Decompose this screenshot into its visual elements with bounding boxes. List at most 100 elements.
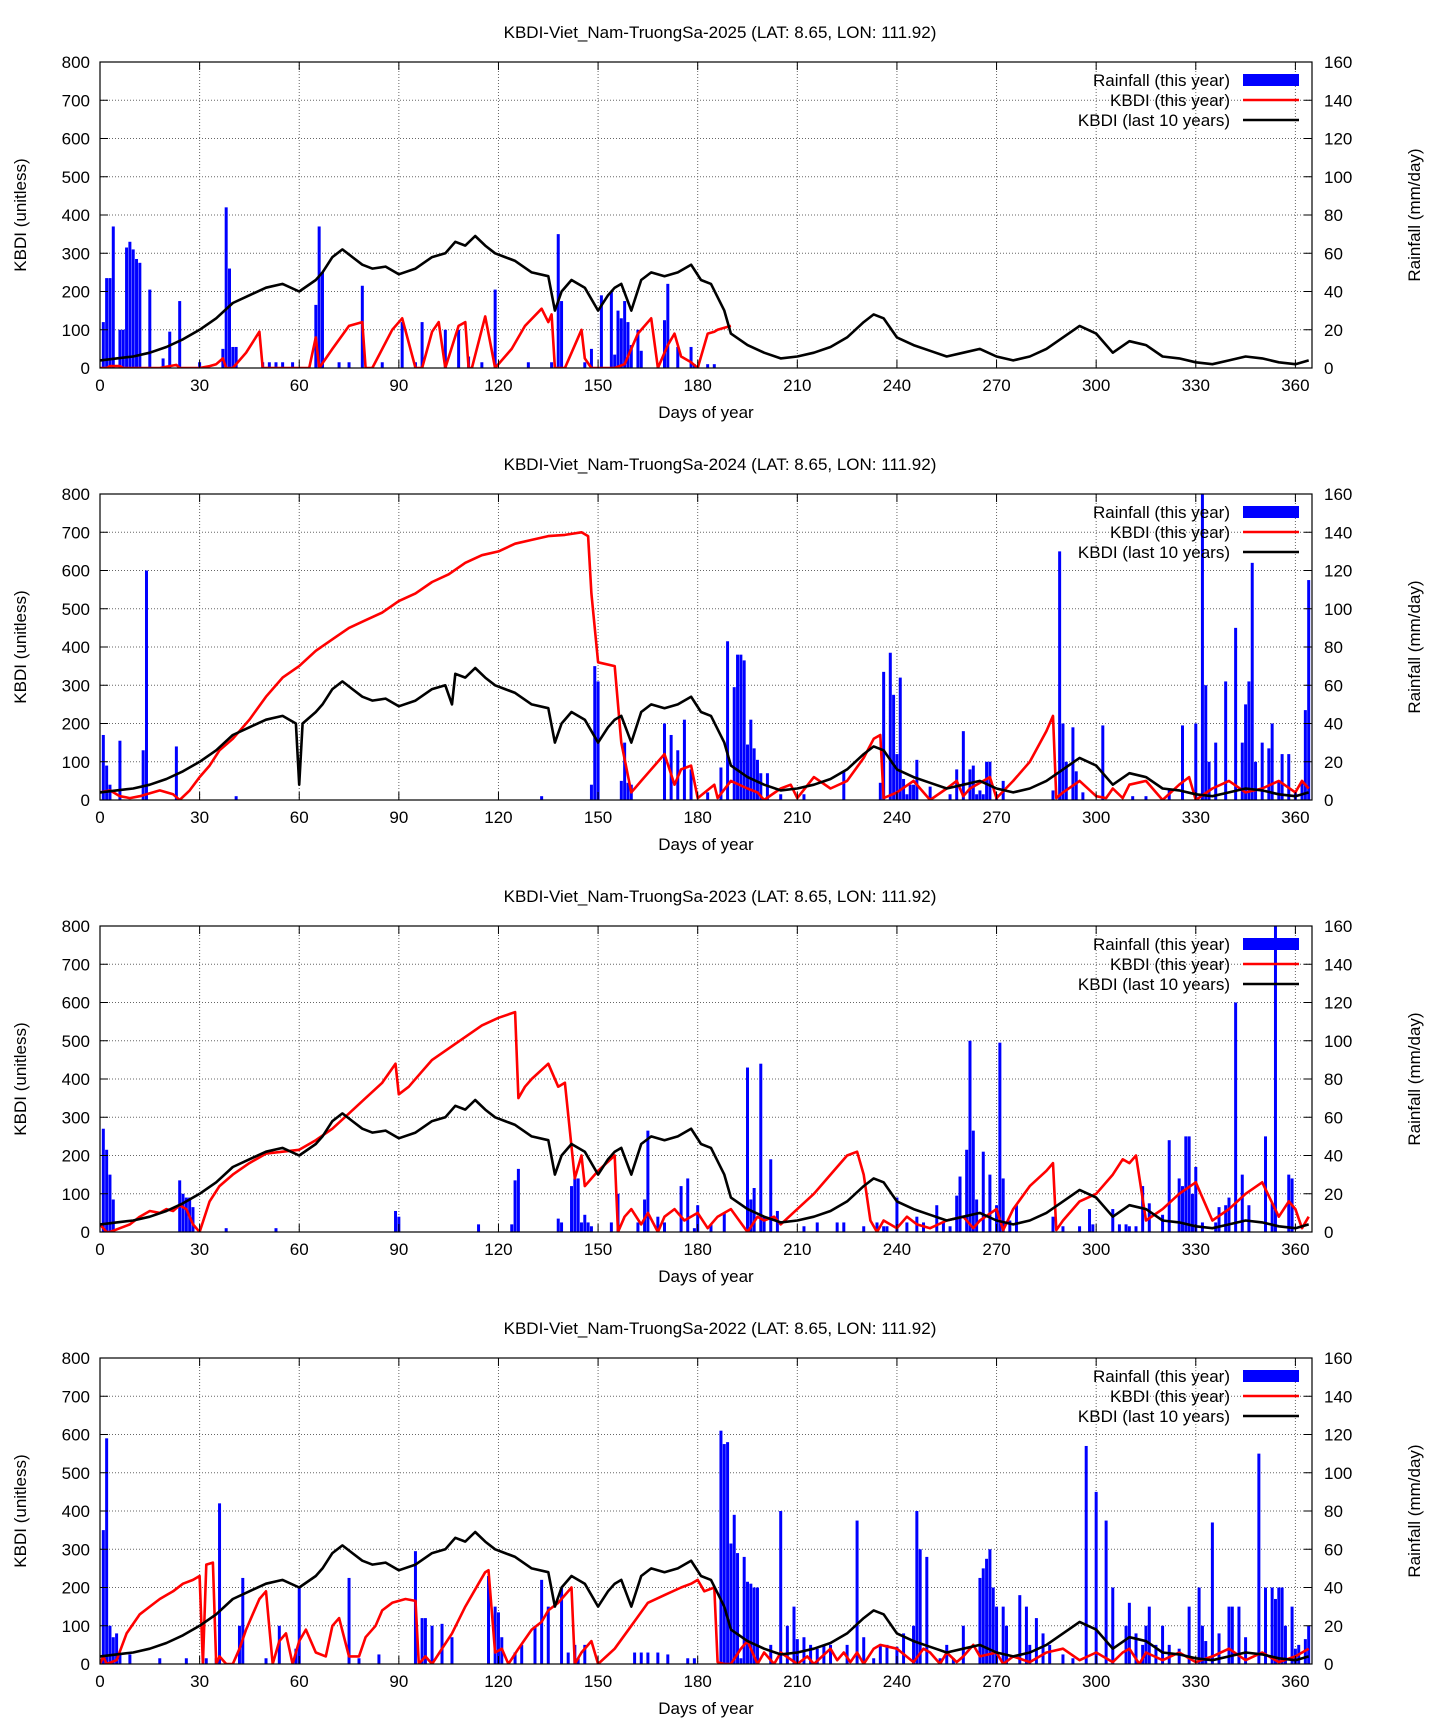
rainfall-bar bbox=[443, 329, 447, 368]
y2-tick-label: 120 bbox=[1324, 130, 1352, 149]
rainfall-bar bbox=[815, 1648, 819, 1664]
rainfall-bar bbox=[1204, 1641, 1208, 1664]
rainfall-bar bbox=[1124, 1224, 1128, 1232]
rainfall-bar bbox=[589, 784, 593, 800]
rainfall-bar bbox=[108, 278, 112, 368]
rainfall-bar bbox=[1267, 748, 1271, 800]
y2-axis-label: Rainfall (mm/day) bbox=[1405, 580, 1424, 713]
rainfall-bar bbox=[267, 362, 271, 368]
kbdi-last-10-years-line bbox=[100, 1098, 1310, 1230]
rainfall-bar bbox=[915, 1511, 919, 1664]
rainfall-bar bbox=[908, 784, 912, 800]
rainfall-bar bbox=[941, 1222, 945, 1232]
rainfall-bar bbox=[274, 362, 278, 368]
x-tick-label: 60 bbox=[290, 376, 309, 395]
rainfall-bar bbox=[1181, 725, 1184, 800]
rainfall-bar bbox=[583, 1644, 587, 1664]
chart-panel-2023: KBDI-Viet_Nam-TruongSa-2023 (LAT: 8.65, … bbox=[0, 864, 1440, 1296]
rainfall-bar bbox=[732, 687, 736, 800]
rainfall-bar bbox=[440, 1623, 444, 1664]
legend-swatch-rainfall bbox=[1243, 1370, 1299, 1382]
rainfall-bar bbox=[105, 1438, 109, 1664]
rainfall-bar bbox=[639, 1652, 643, 1664]
rainfall-bar bbox=[1244, 1637, 1248, 1664]
rainfall-bars bbox=[101, 1430, 1311, 1664]
rainfall-bar bbox=[928, 786, 932, 800]
rainfall-bar bbox=[669, 734, 673, 800]
rainfall-bar bbox=[430, 1625, 434, 1664]
rainfall-bar bbox=[712, 364, 716, 368]
legend-label: Rainfall (this year) bbox=[1093, 71, 1230, 90]
rainfall-bar bbox=[679, 1186, 683, 1232]
grid bbox=[100, 926, 1312, 1232]
rainfall-bar bbox=[586, 1222, 590, 1232]
rainfall-bar bbox=[726, 1442, 730, 1664]
rainfall-bar bbox=[736, 1553, 740, 1664]
rainfall-bar bbox=[995, 1606, 999, 1664]
rainfall-bar bbox=[108, 1174, 112, 1232]
x-tick-label: 90 bbox=[389, 376, 408, 395]
rainfall-bar bbox=[1061, 1226, 1065, 1232]
y2-tick-label: 40 bbox=[1324, 1147, 1343, 1166]
rainfall-bar bbox=[1237, 1606, 1241, 1664]
rainfall-bar bbox=[626, 782, 630, 800]
legend-label: KBDI (last 10 years) bbox=[1078, 975, 1230, 994]
x-ticks: 0 30 60 90 120 150 180 210 240 270 300 330 360 bbox=[95, 926, 1310, 1259]
rainfall-bar bbox=[918, 1549, 922, 1664]
rainfall-bar bbox=[719, 1430, 723, 1664]
x-axis-label: Days of year bbox=[658, 1699, 754, 1718]
rainfall-bar bbox=[125, 247, 129, 368]
rainfall-bar bbox=[895, 1197, 899, 1232]
legend-label: KBDI (this year) bbox=[1110, 955, 1230, 974]
y2-axis-label: Rainfall (mm/day) bbox=[1405, 1444, 1424, 1577]
rainfall-bar bbox=[732, 1514, 736, 1664]
chart-title: KBDI-Viet_Nam-TruongSa-2024 (LAT: 8.65, … bbox=[504, 455, 937, 474]
x-tick-label: 150 bbox=[584, 1672, 612, 1691]
y-ticks: 0 100 200 300 400 500 600 700 800 bbox=[62, 53, 108, 378]
rainfall-bar bbox=[121, 329, 125, 368]
rainfall-bar bbox=[1273, 926, 1277, 1232]
rainfall-bar bbox=[875, 1222, 879, 1232]
rainfall-bar bbox=[968, 1040, 972, 1232]
rainfall-bar bbox=[965, 1149, 969, 1232]
chart-svg: KBDI-Viet_Nam-TruongSa-2022 (LAT: 8.65, … bbox=[11, 1319, 1424, 1718]
rainfall-bar bbox=[961, 731, 965, 800]
rainfall-bar bbox=[978, 1577, 982, 1664]
rainfall-bar bbox=[450, 1637, 454, 1664]
y2-ticks: 0 20 40 60 80 100 120 140 160 bbox=[1304, 917, 1352, 1242]
x-tick-label: 270 bbox=[982, 376, 1010, 395]
legend-label: KBDI (last 10 years) bbox=[1078, 543, 1230, 562]
x-tick-label: 180 bbox=[684, 1672, 712, 1691]
y2-tick-label: 20 bbox=[1324, 753, 1343, 772]
rainfall-bar bbox=[1117, 1224, 1121, 1232]
rainfall-bar bbox=[802, 794, 806, 800]
y2-tick-label: 140 bbox=[1324, 955, 1352, 974]
rainfall-bar bbox=[516, 1168, 520, 1232]
y2-tick-label: 100 bbox=[1324, 168, 1352, 187]
y-tick-label: 200 bbox=[62, 283, 90, 302]
rainfall-bar bbox=[513, 1180, 517, 1232]
rainfall-bar bbox=[1104, 1520, 1108, 1664]
rainfall-bar bbox=[769, 1644, 773, 1664]
y-tick-label: 700 bbox=[62, 91, 90, 110]
rainfall-bar bbox=[902, 778, 906, 800]
rainfall-bar bbox=[493, 1606, 497, 1664]
rainfall-bar bbox=[520, 1644, 524, 1664]
rainfall-bar bbox=[646, 1652, 650, 1664]
rainfall-bar bbox=[231, 346, 235, 368]
x-tick-label: 180 bbox=[684, 1240, 712, 1259]
legend-label: KBDI (this year) bbox=[1110, 91, 1230, 110]
x-tick-label: 210 bbox=[783, 1240, 811, 1259]
kbdi-last-10-years-line bbox=[100, 666, 1310, 798]
x-tick-label: 90 bbox=[389, 1240, 408, 1259]
y2-tick-label: 160 bbox=[1324, 485, 1352, 504]
x-tick-label: 360 bbox=[1281, 376, 1309, 395]
rainfall-bar bbox=[1194, 723, 1198, 800]
rainfall-bar bbox=[347, 1577, 351, 1664]
rainfall-bar bbox=[115, 1633, 119, 1664]
rainfall-bar bbox=[380, 362, 384, 368]
x-tick-label: 180 bbox=[684, 808, 712, 827]
rainfall-bar bbox=[317, 226, 321, 368]
rainfall-bar bbox=[234, 346, 238, 368]
rainfall-bar bbox=[722, 1444, 726, 1664]
